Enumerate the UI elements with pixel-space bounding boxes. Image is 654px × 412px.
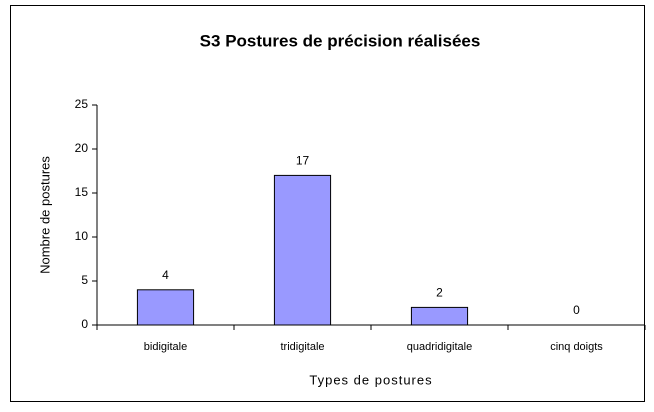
x-tick-label: tridigitale [280, 341, 324, 353]
data-label: 2 [436, 286, 443, 300]
y-tick-label: 15 [75, 185, 89, 199]
y-tick-label: 10 [75, 229, 89, 243]
x-axis-label: Types de postures [309, 372, 432, 387]
y-tick-label: 25 [75, 97, 89, 111]
x-tick-label: quadridigitale [407, 341, 472, 353]
y-tick-label: 0 [81, 317, 88, 331]
bar [410, 306, 469, 326]
bar [136, 289, 195, 326]
data-label: 0 [573, 303, 580, 317]
bar [273, 174, 332, 326]
x-tick-label: bidigitale [144, 341, 187, 353]
y-axis-label: Nombre de postures [37, 156, 52, 274]
chart-title: S3 Postures de précision réalisées [200, 31, 481, 50]
data-label: 17 [296, 154, 310, 168]
x-tick-label: cinq doigts [550, 341, 603, 353]
data-label: 4 [162, 268, 169, 282]
y-tick-label: 20 [75, 141, 89, 155]
y-tick-label: 5 [81, 273, 88, 287]
